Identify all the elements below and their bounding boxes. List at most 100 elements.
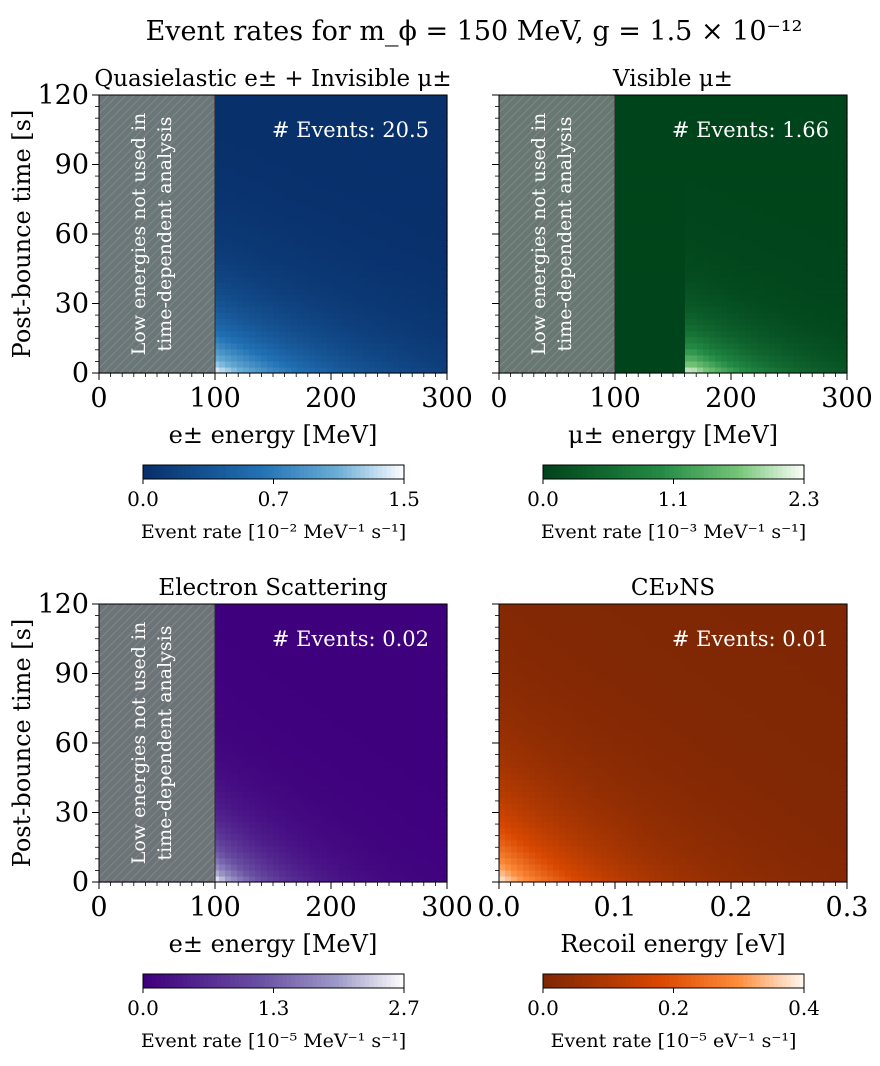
heatmap-cell — [315, 294, 322, 302]
heatmap-cell — [339, 318, 346, 326]
heatmap-cell — [327, 252, 334, 259]
heatmap-cell — [727, 306, 734, 314]
colorbar-segment — [334, 465, 340, 479]
heatmap-cell — [769, 227, 776, 235]
heatmap-cell — [255, 107, 262, 114]
heatmap-cell — [267, 240, 274, 247]
heatmap-cell — [237, 240, 244, 247]
heatmap-cell — [237, 119, 244, 126]
heatmap-cell — [375, 101, 382, 108]
heatmap-cell — [261, 252, 268, 259]
heatmap-cell — [429, 342, 436, 350]
colorbar-segment — [373, 465, 379, 479]
heatmap-cell — [255, 161, 262, 169]
heatmap-cell — [375, 270, 382, 277]
heatmap-cell — [387, 155, 394, 163]
heatmap-cell — [303, 294, 310, 302]
heatmap-cell — [661, 101, 668, 108]
heatmap-cell — [733, 143, 740, 150]
heatmap-cell — [309, 113, 316, 120]
heatmap-cell — [715, 318, 722, 326]
heatmap-cell — [351, 161, 358, 169]
heatmap-cell — [225, 234, 232, 241]
heatmap-cell — [423, 185, 430, 193]
heatmap-cell — [393, 294, 400, 302]
heatmap-cell — [667, 221, 674, 229]
heatmap-cell — [757, 209, 764, 217]
heatmap-cell — [697, 179, 704, 187]
heatmap-cell — [291, 234, 298, 241]
heatmap-cell — [399, 173, 406, 181]
heatmap-cell — [219, 125, 226, 132]
heatmap-cell — [231, 185, 238, 193]
heatmap-cell — [625, 131, 632, 138]
heatmap-cell — [249, 354, 256, 362]
heatmap-cell — [763, 258, 770, 265]
heatmap-cell — [231, 131, 238, 138]
heatmap-cell — [357, 306, 364, 314]
heatmap-cell — [661, 179, 668, 187]
heatmap-cell — [279, 191, 286, 199]
heatmap-cell — [637, 203, 644, 211]
heatmap-cell — [231, 366, 238, 374]
heatmap-cell — [745, 227, 752, 235]
heatmap-cell — [619, 101, 626, 108]
heatmap-cell — [685, 209, 692, 217]
heatmap-cell — [291, 215, 298, 223]
heatmap-cell — [285, 366, 292, 374]
heatmap-cell — [727, 360, 734, 368]
heatmap-cell — [643, 149, 650, 157]
heatmap-cell — [321, 354, 328, 362]
heatmap-cell — [411, 294, 418, 302]
heatmap-cell — [631, 149, 638, 157]
heatmap-cell — [225, 173, 232, 181]
heatmap-cell — [255, 348, 262, 356]
heatmap-cell — [333, 354, 340, 362]
heatmap-cell — [435, 330, 442, 338]
heatmap-cell — [411, 336, 418, 344]
heatmap-cell — [733, 167, 740, 175]
heatmap-cell — [219, 191, 226, 199]
heatmap-cell — [643, 167, 650, 175]
heatmap-cell — [303, 209, 310, 217]
heatmap-cell — [255, 143, 262, 150]
heatmap-cell — [357, 185, 364, 193]
heatmap-cell — [363, 234, 370, 241]
heatmap-cell — [303, 119, 310, 126]
heatmap-cell — [769, 173, 776, 181]
heatmap-cell — [249, 348, 256, 356]
heatmap-cell — [703, 258, 710, 265]
heatmap-cell — [273, 234, 280, 241]
heatmap-cell — [405, 173, 412, 181]
colorbar-segment — [282, 465, 288, 479]
heatmap-cell — [339, 324, 346, 332]
heatmap-cell — [673, 252, 680, 259]
heatmap-cell — [339, 161, 346, 169]
heatmap-cell — [387, 209, 394, 217]
heatmap-cell — [249, 366, 256, 374]
heatmap-cell — [231, 119, 238, 126]
heatmap-cell — [303, 306, 310, 314]
colorbar-segment — [277, 465, 283, 479]
heatmap-cell — [435, 318, 442, 326]
heatmap-cell — [303, 107, 310, 114]
heatmap-cell — [697, 203, 704, 211]
heatmap-cell — [739, 227, 746, 235]
heatmap-cell — [339, 179, 346, 187]
heatmap-cell — [727, 161, 734, 169]
heatmap-cell — [261, 294, 268, 302]
heatmap-cell — [745, 185, 752, 193]
heatmap-cell — [667, 107, 674, 114]
heatmap-cell — [763, 173, 770, 181]
heatmap-cell — [225, 197, 232, 205]
colorbar-segment — [247, 465, 253, 479]
heatmap-cell — [369, 227, 376, 235]
heatmap-cell — [225, 240, 232, 247]
heatmap-cell — [739, 288, 746, 296]
heatmap-cell — [315, 227, 322, 235]
heatmap-cell — [213, 234, 220, 241]
heatmap-cell — [279, 240, 286, 247]
heatmap-cell — [637, 209, 644, 217]
heatmap-cell — [435, 173, 442, 181]
heatmap-cell — [697, 149, 704, 157]
